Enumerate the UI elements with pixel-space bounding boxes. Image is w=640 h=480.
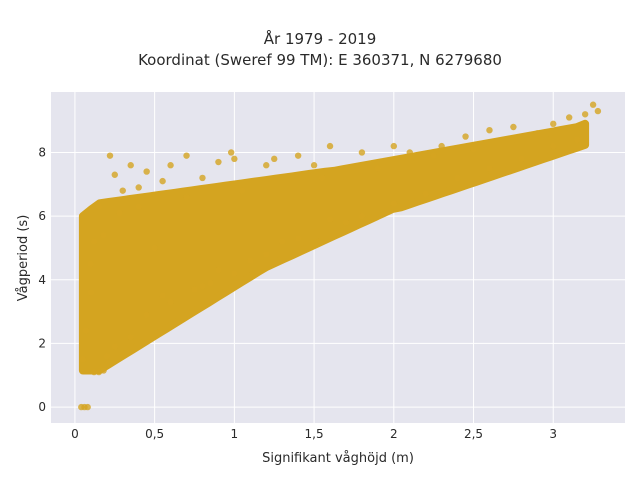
y-tick-label: 0 bbox=[38, 400, 46, 414]
scatter-point bbox=[342, 219, 350, 226]
scatter-point bbox=[111, 171, 118, 178]
y-tick-label: 6 bbox=[38, 209, 46, 223]
point-density-region bbox=[78, 119, 590, 375]
scatter-point bbox=[111, 343, 118, 350]
scatter-point bbox=[239, 187, 246, 194]
scatter-point bbox=[294, 152, 302, 159]
scatter-point bbox=[594, 107, 602, 115]
y-tick-label: 8 bbox=[38, 145, 46, 159]
scatter-point bbox=[318, 174, 326, 182]
scatter-point bbox=[159, 292, 166, 299]
scatter-point bbox=[294, 235, 302, 242]
scatter-point bbox=[390, 142, 398, 150]
scatter-point bbox=[462, 133, 469, 140]
scatter-point bbox=[215, 158, 222, 166]
x-tick-label: 0 bbox=[71, 427, 79, 441]
scatter-point bbox=[227, 149, 235, 156]
scatter-point bbox=[95, 203, 103, 210]
x-tick-label: 2,5 bbox=[464, 427, 483, 441]
x-tick-label: 3 bbox=[549, 427, 557, 441]
scatter-point bbox=[573, 136, 581, 143]
scatter-point bbox=[199, 174, 206, 182]
scatter-point bbox=[550, 120, 557, 128]
scatter-point bbox=[231, 155, 238, 163]
scatter-point bbox=[358, 149, 366, 156]
scatter-point bbox=[127, 333, 134, 341]
scatter-point bbox=[199, 282, 206, 290]
scatter-point bbox=[135, 184, 142, 191]
scatter-point bbox=[116, 209, 123, 217]
scatter-point bbox=[263, 162, 270, 169]
scatter-point bbox=[79, 356, 87, 363]
scatter-point bbox=[231, 270, 238, 277]
scatter-point bbox=[486, 165, 493, 172]
scatter-point bbox=[247, 257, 254, 264]
scatter-point bbox=[143, 311, 150, 318]
scatter-point bbox=[106, 152, 114, 159]
x-axis-ticks: 0 0,5 1 1,5 2 2,5 3 bbox=[71, 427, 557, 441]
scatter-point bbox=[271, 155, 278, 163]
x-tick-label: 2 bbox=[390, 427, 398, 441]
scatter-point bbox=[390, 200, 398, 207]
y-tick-label: 2 bbox=[38, 336, 46, 350]
scatter-point bbox=[326, 216, 334, 223]
scatter-point bbox=[90, 368, 98, 376]
scatter-point bbox=[151, 244, 158, 252]
y-axis-label: Vågperiod (s) bbox=[16, 215, 31, 302]
scatter-point bbox=[127, 162, 134, 169]
scatter-point bbox=[534, 130, 541, 137]
scatter-point bbox=[278, 238, 286, 245]
scatter-point bbox=[143, 168, 150, 175]
scatter-point bbox=[135, 203, 142, 210]
x-axis-label: Signifikant våghöjd (m) bbox=[262, 451, 414, 466]
point-cloud bbox=[78, 119, 590, 375]
scatter-point bbox=[82, 327, 90, 334]
chart-title: År 1979 - 2019 bbox=[263, 30, 377, 48]
scatter-point bbox=[159, 177, 166, 185]
scatter-point bbox=[183, 152, 190, 159]
y-tick-label: 4 bbox=[38, 273, 46, 287]
scatter-point bbox=[310, 162, 318, 169]
scatter-point bbox=[565, 114, 573, 121]
scatter-point bbox=[100, 232, 107, 239]
data-points bbox=[78, 101, 602, 411]
x-tick-label: 1 bbox=[231, 427, 239, 441]
scatter-point bbox=[518, 155, 525, 163]
scatter-point bbox=[454, 174, 461, 182]
scatter-point bbox=[207, 279, 214, 287]
scatter-point bbox=[470, 146, 477, 153]
scatter-point bbox=[191, 286, 198, 293]
scatter-point bbox=[486, 126, 493, 134]
x-tick-label: 1,5 bbox=[305, 427, 324, 441]
scatter-point bbox=[510, 123, 517, 131]
scatter-point bbox=[358, 212, 366, 220]
scatter-point bbox=[215, 267, 222, 274]
y-axis-ticks: 0 2 4 6 8 bbox=[38, 145, 46, 414]
scatter-point bbox=[422, 190, 429, 198]
scatter-point bbox=[589, 101, 597, 108]
scatter-point bbox=[87, 260, 95, 268]
scatter-point bbox=[263, 251, 270, 258]
scatter-point bbox=[374, 165, 382, 172]
scatter-point bbox=[87, 289, 95, 296]
scatter-point bbox=[406, 149, 413, 156]
scatter-point bbox=[119, 187, 126, 194]
scatter-point bbox=[183, 193, 190, 201]
scatter-point bbox=[84, 403, 91, 411]
scatter-point bbox=[167, 298, 174, 306]
scatter-point bbox=[167, 162, 174, 169]
scatter-point bbox=[550, 142, 557, 150]
x-tick-label: 0,5 bbox=[145, 427, 164, 441]
scatter-point bbox=[100, 367, 107, 374]
scatter-point bbox=[581, 111, 589, 118]
scatter-point bbox=[103, 352, 111, 360]
chart-subtitle: Koordinat (Sweref 99 TM): E 360371, N 62… bbox=[138, 51, 502, 69]
scatter-point bbox=[430, 152, 437, 159]
scatter-point bbox=[90, 238, 98, 245]
scatter-point bbox=[326, 142, 334, 150]
scatter-point bbox=[438, 142, 445, 150]
